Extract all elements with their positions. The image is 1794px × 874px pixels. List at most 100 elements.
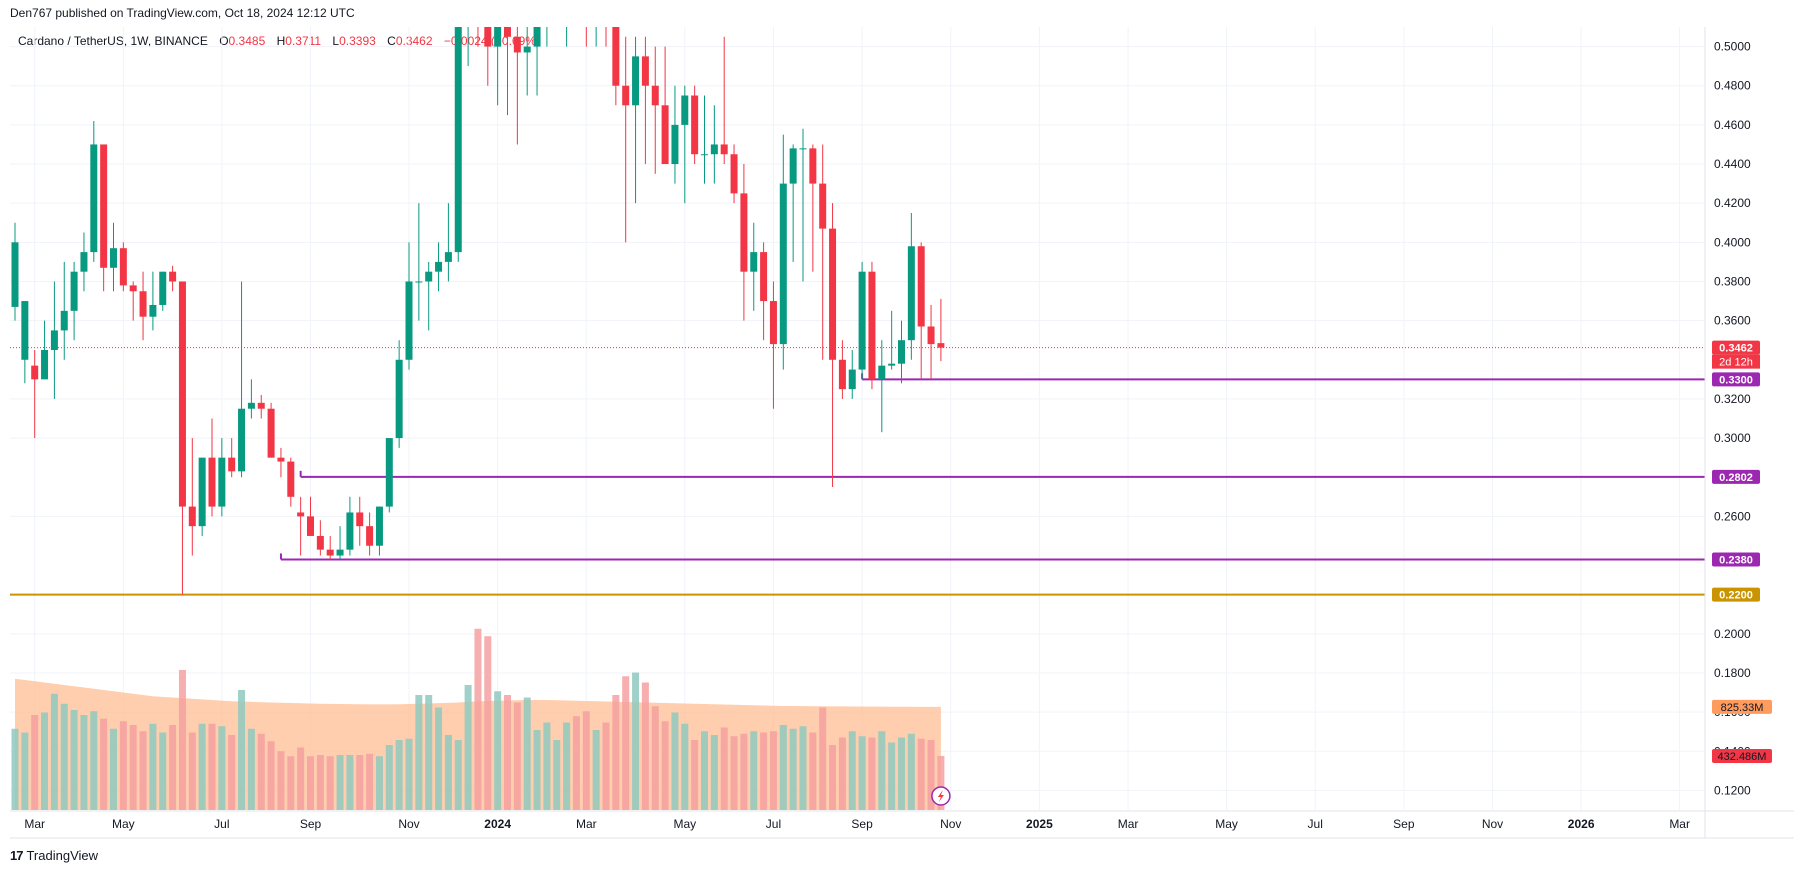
candle-body bbox=[346, 512, 354, 550]
volume-bar bbox=[375, 756, 383, 810]
candle-body bbox=[681, 95, 689, 125]
candle-body bbox=[484, 27, 492, 47]
volume-bar bbox=[277, 751, 285, 810]
volume-bar bbox=[681, 723, 689, 810]
volume-bar bbox=[484, 636, 492, 810]
volume-bar bbox=[553, 740, 561, 810]
candle-body bbox=[769, 301, 777, 345]
candle-body bbox=[750, 252, 758, 272]
level-price-label-bg bbox=[1712, 469, 1760, 484]
volume-bar bbox=[80, 715, 88, 810]
open-value: 0.3485 bbox=[228, 34, 266, 48]
volume-bar bbox=[21, 732, 29, 810]
price-tick-label: 0.4600 bbox=[1714, 118, 1751, 132]
volume-bar bbox=[474, 628, 482, 810]
candle-body bbox=[504, 27, 511, 37]
price-tick-label: 0.3200 bbox=[1714, 392, 1751, 406]
candle-body bbox=[740, 193, 748, 272]
time-tick-label: Mar bbox=[1118, 817, 1139, 831]
candlestick-series bbox=[11, 0, 945, 595]
candle-body bbox=[730, 154, 738, 194]
volume-bar bbox=[494, 691, 502, 810]
volume-bar bbox=[907, 733, 915, 810]
volume-bar bbox=[582, 711, 590, 810]
candle-body bbox=[110, 248, 117, 268]
candle-body bbox=[80, 252, 88, 272]
horizontal-levels bbox=[10, 347, 1705, 596]
candle-body bbox=[425, 271, 433, 282]
volume-bar bbox=[247, 728, 255, 810]
time-tick-label: Mar bbox=[1669, 817, 1690, 831]
volume-bar bbox=[809, 732, 817, 810]
volume-bar bbox=[533, 730, 541, 810]
volume-bar bbox=[661, 721, 669, 810]
volume-bar bbox=[760, 732, 768, 810]
price-tick-label: 0.4800 bbox=[1714, 79, 1751, 93]
volume-bar bbox=[287, 756, 295, 810]
time-tick-label: Nov bbox=[1482, 817, 1503, 831]
time-tick-label: 2026 bbox=[1568, 817, 1595, 831]
volume-bar bbox=[888, 742, 896, 810]
candle-body bbox=[326, 549, 334, 556]
candle-body bbox=[395, 359, 403, 439]
price-tick-label: 0.1200 bbox=[1714, 783, 1751, 797]
candle-body bbox=[238, 408, 246, 472]
low-value: 0.3393 bbox=[339, 34, 376, 48]
volume-bar bbox=[70, 710, 78, 810]
volume-bar bbox=[898, 737, 905, 810]
candle-body bbox=[829, 228, 837, 360]
candle-body bbox=[366, 526, 374, 546]
axis-badges: 0.3300 0.2802 0.2380 0.2200 0.3462 2d 12h 825.… bbox=[931, 340, 1772, 806]
price-tick-label: 0.4400 bbox=[1714, 157, 1751, 171]
axes: 0.5000 0.4800 0.4600 0.4400 0.4200 0.4000 0.38… bbox=[10, 27, 1794, 839]
candle-body bbox=[228, 457, 236, 472]
candle-body bbox=[720, 144, 728, 155]
volume-bar bbox=[267, 741, 275, 810]
level-price-label: 0.2380 bbox=[1719, 554, 1753, 566]
candle-body bbox=[208, 457, 216, 507]
last-price-label: 0.3462 bbox=[1719, 343, 1753, 355]
volume-bar bbox=[513, 702, 521, 810]
time-tick-label: Sep bbox=[851, 817, 873, 831]
time-tick-label: 2025 bbox=[1026, 817, 1053, 831]
candle-body bbox=[838, 359, 846, 390]
volume-bar bbox=[159, 732, 167, 810]
volume-bar bbox=[543, 722, 551, 810]
time-tick-label: Nov bbox=[398, 817, 419, 831]
volume-bar bbox=[415, 695, 423, 810]
candle-body bbox=[878, 365, 886, 380]
countdown-bg bbox=[1712, 354, 1760, 369]
candle-body bbox=[907, 246, 915, 341]
volume-bar bbox=[297, 747, 305, 810]
candle-body bbox=[454, 27, 462, 253]
candle-body bbox=[809, 148, 817, 184]
volume-bar bbox=[671, 712, 679, 810]
publish-info: Den767 published on TradingView.com, Oct… bbox=[10, 6, 355, 20]
brand-name: TradingView bbox=[26, 848, 99, 863]
volume-bar bbox=[789, 728, 797, 810]
volume-bar bbox=[356, 755, 364, 810]
price-tick-label: 0.2000 bbox=[1714, 627, 1751, 641]
low-label: L bbox=[332, 34, 340, 48]
time-tick-label: 2024 bbox=[484, 817, 511, 831]
symbol-title: Cardano / TetherUS, 1W, BINANCE bbox=[18, 34, 208, 48]
volume-bar bbox=[149, 723, 157, 810]
volume-bar bbox=[208, 723, 216, 810]
volume-bar bbox=[41, 712, 49, 810]
close-value: 0.3462 bbox=[395, 34, 433, 48]
candle-body bbox=[247, 402, 255, 409]
candle-body bbox=[593, 0, 600, 7]
volume-bar bbox=[425, 695, 433, 810]
candle-body bbox=[119, 248, 127, 286]
candle-body bbox=[169, 271, 177, 282]
price-tick-label: 0.5000 bbox=[1714, 40, 1751, 54]
price-tick-label: 0.3800 bbox=[1714, 274, 1751, 288]
candle-body bbox=[100, 144, 108, 268]
volume-bar bbox=[326, 756, 334, 810]
volume-bar bbox=[651, 706, 659, 810]
volume-bar bbox=[937, 755, 945, 810]
volume-bar bbox=[129, 725, 137, 810]
candle-body bbox=[50, 330, 58, 350]
volume-bar bbox=[848, 731, 856, 810]
